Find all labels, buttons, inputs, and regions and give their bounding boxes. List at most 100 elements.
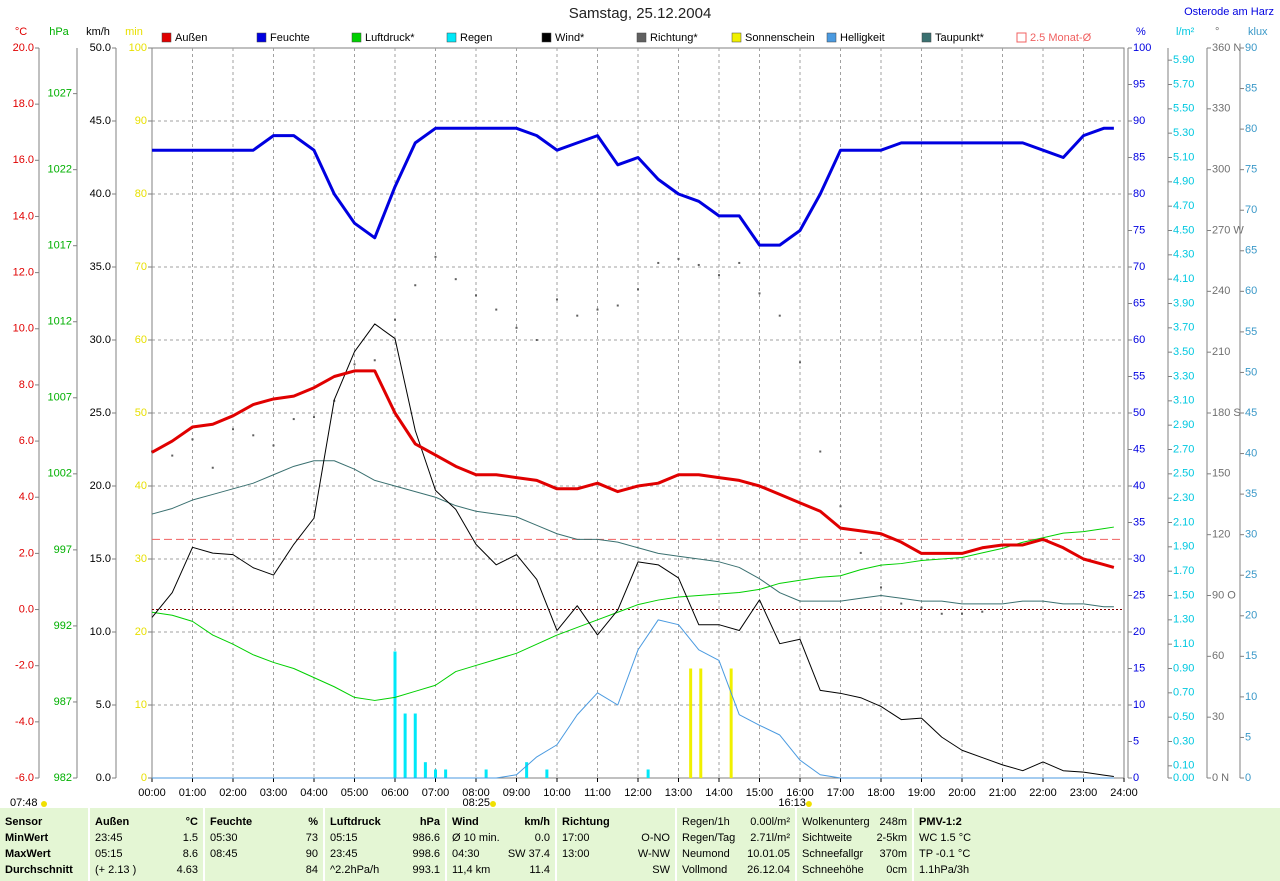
point bbox=[981, 610, 984, 613]
point bbox=[394, 318, 396, 321]
sun-mark-label: 08:25 bbox=[462, 797, 490, 809]
x-tick-label: 10:00 bbox=[543, 787, 571, 799]
footer-cell: 8.6 bbox=[183, 848, 198, 860]
y-tick-label: 85 bbox=[1133, 151, 1145, 163]
y-tick-label: 60 bbox=[1245, 285, 1257, 297]
series-line bbox=[151, 526, 1114, 701]
legend-swatch bbox=[636, 32, 647, 43]
y-tick-label: 1.30 bbox=[1173, 614, 1194, 626]
point bbox=[171, 454, 174, 457]
y-tick-label: 75 bbox=[1133, 224, 1145, 236]
bar bbox=[699, 668, 703, 778]
y-tick-label: 90 O bbox=[1212, 589, 1236, 601]
sun-mark-label: 16:13 bbox=[778, 797, 806, 809]
point bbox=[778, 314, 781, 317]
footer-cell: 08:45 bbox=[210, 848, 238, 860]
footer-cell: TP -0.1 °C bbox=[919, 848, 970, 860]
footer-cell: 248m bbox=[879, 816, 907, 828]
y-tick-label: 80 bbox=[1133, 188, 1145, 200]
y-tick-label: 1027 bbox=[48, 88, 72, 100]
bar bbox=[393, 651, 397, 778]
y-tick-label: 70 bbox=[1133, 261, 1145, 273]
y-tick-label: 4.30 bbox=[1173, 249, 1194, 261]
footer-cell: Außen bbox=[95, 816, 130, 828]
y-tick-label: 18.0 bbox=[13, 98, 34, 110]
y-tick-label: 0 N bbox=[1212, 772, 1229, 784]
axis-unit: klux bbox=[1248, 26, 1268, 38]
footer-cell: 4.63 bbox=[177, 864, 198, 876]
sunrise-label: 07:48 bbox=[10, 797, 38, 809]
y-tick-label: 20.0 bbox=[13, 42, 34, 54]
footer-cell: 05:30 bbox=[210, 832, 238, 844]
y-tick-label: 45 bbox=[1133, 443, 1145, 455]
y-tick-label: 0.00 bbox=[1173, 772, 1194, 784]
bar bbox=[646, 769, 650, 778]
y-tick-label: 40.0 bbox=[90, 188, 111, 200]
point bbox=[495, 308, 498, 311]
footer-cell: Neumond bbox=[682, 848, 730, 860]
y-tick-label: 15 bbox=[1245, 650, 1257, 662]
x-tick-label: 06:00 bbox=[381, 787, 409, 799]
footer-cell: Luftdruck bbox=[330, 816, 382, 828]
x-tick-label: 13:00 bbox=[665, 787, 693, 799]
y-tick-label: 50.0 bbox=[90, 42, 111, 54]
y-tick-label: 55 bbox=[1133, 370, 1145, 382]
legend-swatch bbox=[161, 32, 172, 43]
y-tick-label: 70 bbox=[1245, 204, 1257, 216]
footer-cell: 26.12.04 bbox=[747, 864, 790, 876]
legend-swatch bbox=[826, 32, 837, 43]
legend-swatch bbox=[541, 32, 552, 43]
series-line bbox=[151, 323, 1114, 778]
y-tick-label: 120 bbox=[1212, 529, 1230, 541]
y-tick-label: 25.0 bbox=[90, 407, 111, 419]
point bbox=[900, 602, 903, 605]
footer-background bbox=[0, 808, 1280, 881]
y-tick-label: 0 bbox=[141, 772, 147, 784]
x-tick-label: 22:00 bbox=[1029, 787, 1057, 799]
y-tick-label: 30 bbox=[1133, 553, 1145, 565]
legend-swatch bbox=[446, 32, 457, 43]
point bbox=[373, 359, 376, 362]
footer-cell: W-NW bbox=[638, 848, 671, 860]
legend-swatch bbox=[256, 32, 267, 43]
y-tick-label: 2.30 bbox=[1173, 492, 1194, 504]
y-tick-label: 3.90 bbox=[1173, 297, 1194, 309]
footer-cell: 17:00 bbox=[562, 832, 590, 844]
x-tick-label: 14:00 bbox=[705, 787, 733, 799]
y-tick-label: 0.0 bbox=[19, 603, 34, 615]
footer-cell: Schneefallgr bbox=[802, 848, 863, 860]
series-line bbox=[151, 460, 1114, 608]
x-tick-label: 09:00 bbox=[503, 787, 531, 799]
bar bbox=[525, 762, 529, 778]
y-tick-label: 0.90 bbox=[1173, 662, 1194, 674]
point bbox=[920, 606, 923, 609]
footer-cell: 04:30 bbox=[452, 848, 480, 860]
axis-unit: ° bbox=[1215, 26, 1219, 38]
x-tick-label: 03:00 bbox=[260, 787, 288, 799]
axis-unit: % bbox=[1136, 26, 1146, 38]
point bbox=[839, 505, 842, 508]
y-tick-label: 10 bbox=[1133, 699, 1145, 711]
x-tick-label: 23:00 bbox=[1070, 787, 1098, 799]
y-tick-label: 100 bbox=[129, 42, 147, 54]
footer-cell: Regen/1h bbox=[682, 816, 730, 828]
bar bbox=[545, 769, 549, 778]
y-tick-label: 90 bbox=[135, 115, 147, 127]
y-tick-label: -4.0 bbox=[15, 716, 34, 728]
point bbox=[738, 261, 741, 264]
bar bbox=[484, 769, 488, 778]
x-tick-label: 05:00 bbox=[341, 787, 369, 799]
y-tick-label: 60 bbox=[135, 334, 147, 346]
legend-swatch bbox=[921, 32, 932, 43]
y-tick-label: 35 bbox=[1245, 488, 1257, 500]
footer-cell: 986.6 bbox=[412, 832, 440, 844]
y-tick-label: 45 bbox=[1245, 407, 1257, 419]
y-tick-label: 1002 bbox=[48, 468, 72, 480]
point bbox=[232, 428, 234, 431]
y-tick-label: 60 bbox=[1133, 334, 1145, 346]
legend-label: Regen bbox=[460, 32, 492, 44]
point bbox=[961, 612, 963, 615]
footer-cell: WC 1.5 °C bbox=[919, 832, 971, 844]
y-tick-label: 40 bbox=[1245, 447, 1257, 459]
